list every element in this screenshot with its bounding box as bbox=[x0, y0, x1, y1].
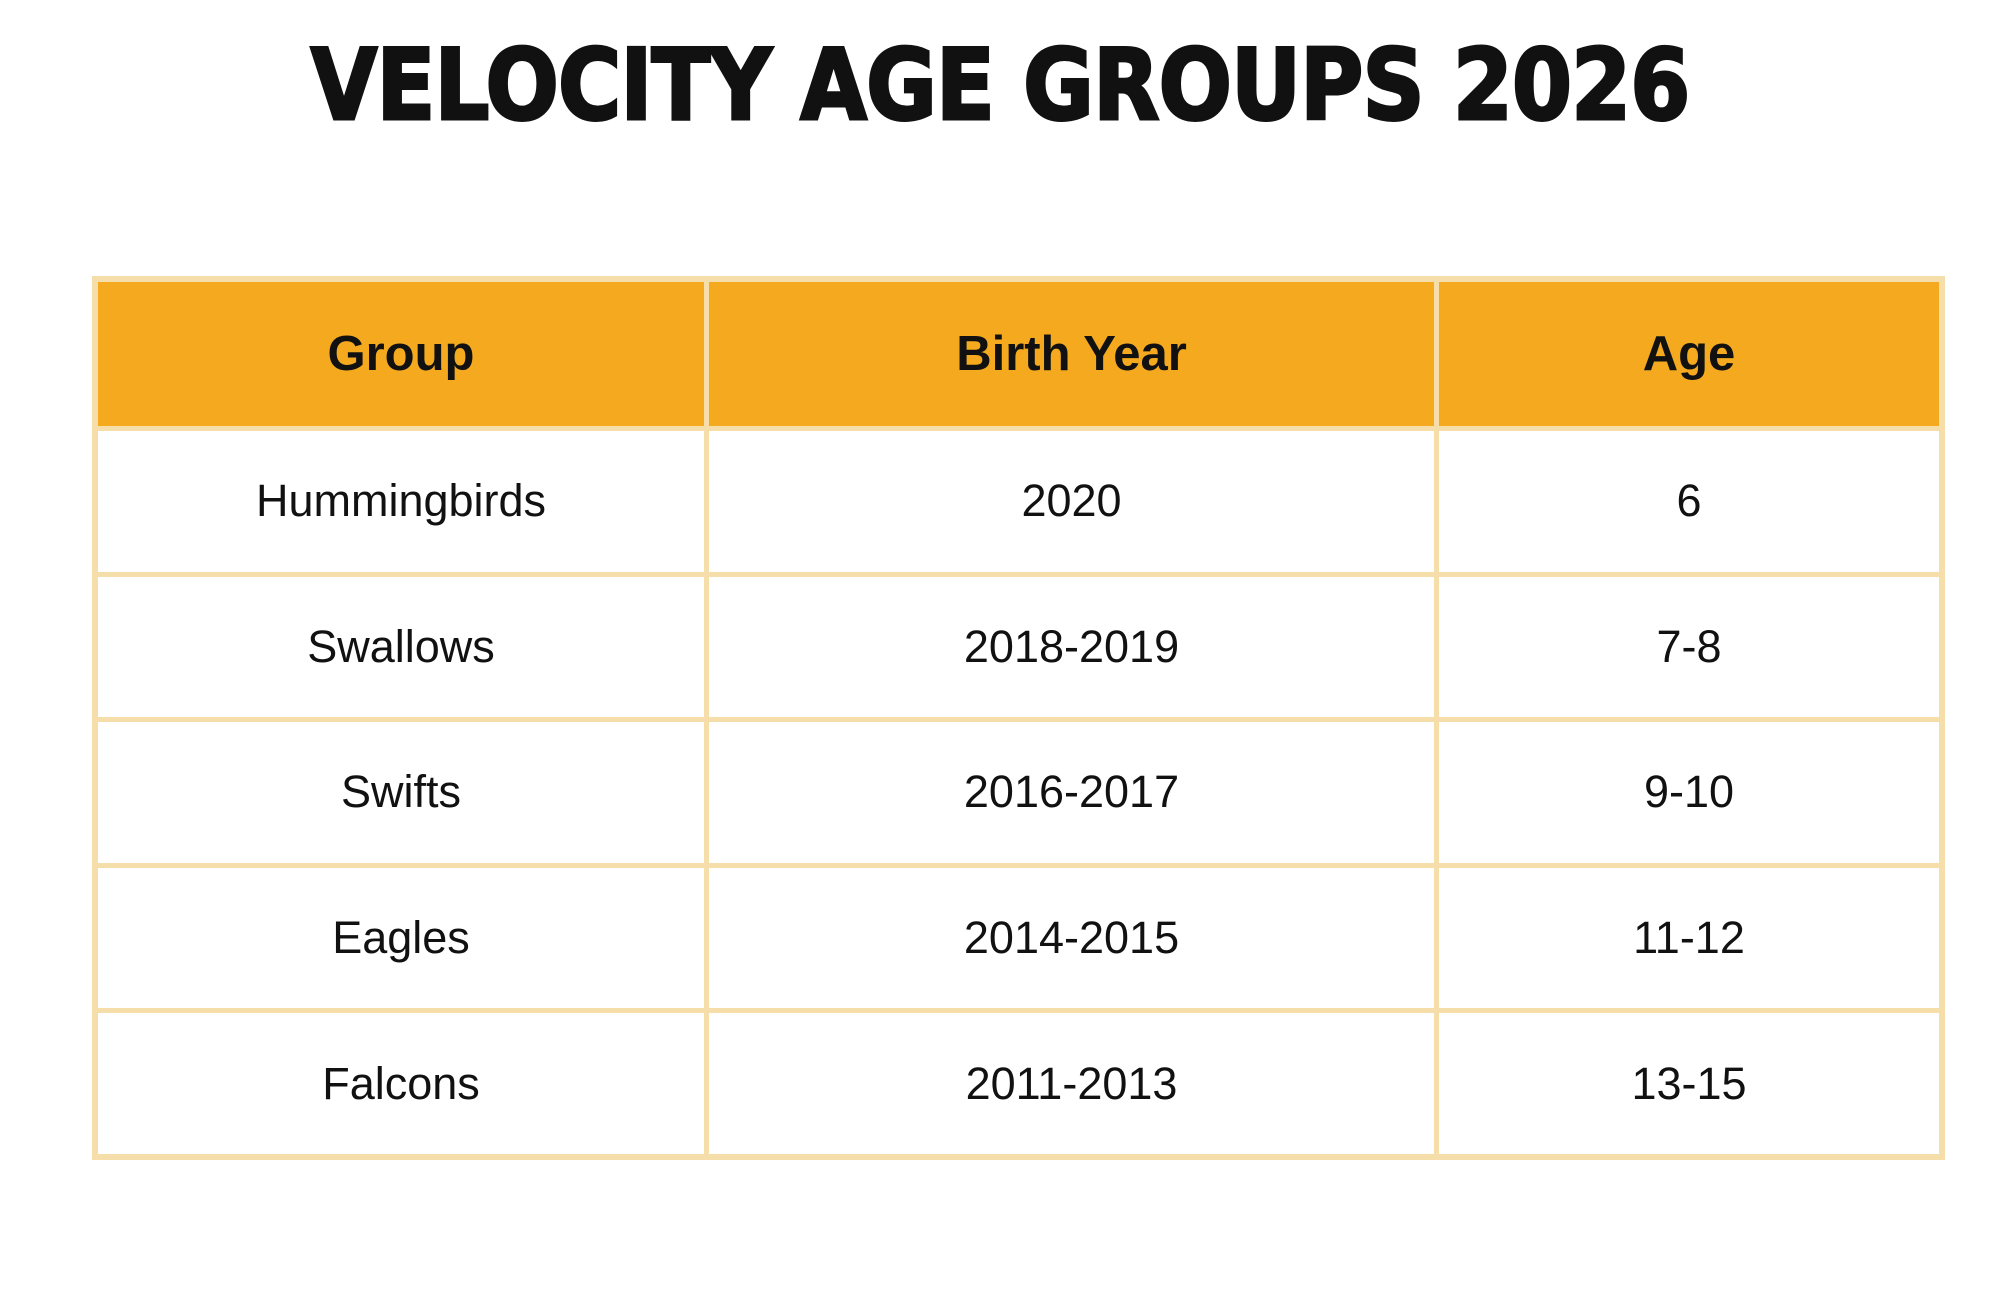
cell-group-row4: Falcons bbox=[98, 1013, 704, 1154]
cell-birth-year-row0: 2020 bbox=[709, 431, 1434, 572]
cell-birth-year-row3: 2014-2015 bbox=[709, 867, 1434, 1009]
cell-age-row3: 11-12 bbox=[1439, 867, 1939, 1009]
cell-group-row2: Swifts bbox=[98, 722, 704, 863]
column-header-birth-year: Birth Year bbox=[709, 282, 1434, 426]
cell-birth-year-row4: 2011-2013 bbox=[709, 1013, 1434, 1154]
cell-age-row0: 6 bbox=[1439, 431, 1939, 572]
page-title: VELOCITY AGE GROUPS 2026 bbox=[309, 28, 1691, 143]
cell-age-row1: 7-8 bbox=[1439, 576, 1939, 718]
column-header-group: Group bbox=[98, 282, 704, 426]
cell-birth-year-row1: 2018-2019 bbox=[709, 576, 1434, 718]
column-header-age: Age bbox=[1439, 282, 1939, 426]
cell-age-row4: 13-15 bbox=[1439, 1013, 1939, 1154]
cell-group-row3: Eagles bbox=[98, 867, 704, 1009]
cell-age-row2: 9-10 bbox=[1439, 722, 1939, 863]
cell-group-row1: Swallows bbox=[98, 576, 704, 718]
cell-birth-year-row2: 2016-2017 bbox=[709, 722, 1434, 863]
cell-group-row0: Hummingbirds bbox=[98, 431, 704, 572]
age-groups-table: Group Birth Year Age Hummingbirds 2020 6… bbox=[92, 276, 1945, 1160]
